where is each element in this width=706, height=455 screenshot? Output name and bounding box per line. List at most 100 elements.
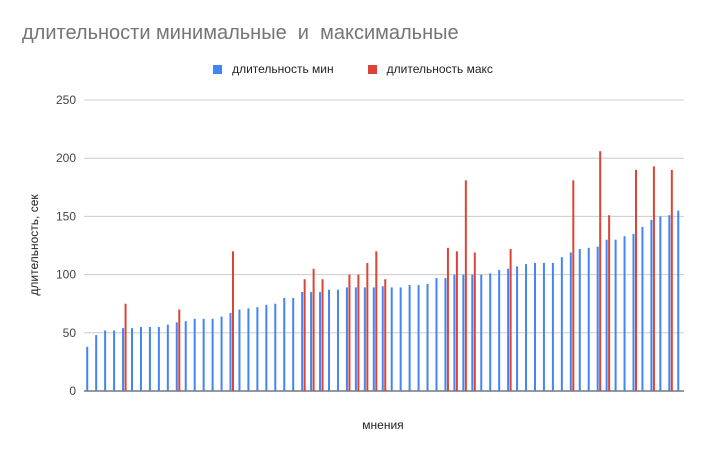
bar-min[interactable] <box>471 274 474 391</box>
bar-min[interactable] <box>525 264 528 391</box>
bar-max[interactable] <box>670 169 673 391</box>
bar-min[interactable] <box>354 287 357 391</box>
bar-min[interactable] <box>328 289 331 391</box>
bar-min[interactable] <box>596 246 599 391</box>
bar-min[interactable] <box>166 324 169 391</box>
bar-min[interactable] <box>659 216 662 391</box>
bar-min[interactable] <box>104 330 107 391</box>
bar-max[interactable] <box>635 169 637 391</box>
bar-min[interactable] <box>283 297 286 391</box>
bar-min[interactable] <box>292 297 295 391</box>
bar-min[interactable] <box>86 346 89 391</box>
bar-min[interactable] <box>489 273 492 391</box>
bar-min[interactable] <box>184 321 187 391</box>
bar-max[interactable] <box>509 248 512 391</box>
bar-min[interactable] <box>372 287 375 391</box>
bar-min[interactable] <box>157 326 160 391</box>
bar-min[interactable] <box>560 257 563 391</box>
bar-min[interactable] <box>301 292 304 391</box>
bar-min[interactable] <box>274 303 277 391</box>
bar-max[interactable] <box>348 274 351 391</box>
bar-min[interactable] <box>408 285 411 391</box>
bar-min[interactable] <box>113 330 116 391</box>
bar-max[interactable] <box>599 151 602 391</box>
bar-min[interactable] <box>310 292 313 391</box>
bar-min[interactable] <box>265 304 268 391</box>
bar-min[interactable] <box>453 274 456 391</box>
bar-min[interactable] <box>569 252 572 391</box>
y-tick-label: 150 <box>56 209 76 223</box>
bar-max[interactable] <box>178 309 181 391</box>
bar-min[interactable] <box>229 313 232 391</box>
bar-min[interactable] <box>399 287 402 391</box>
chart-legend: длительность мин длительность макс <box>0 62 706 76</box>
bar-min[interactable] <box>605 239 608 391</box>
bar-max[interactable] <box>455 251 458 391</box>
bar-min[interactable] <box>668 215 671 391</box>
bar-min[interactable] <box>417 285 420 391</box>
legend-label-min: длительность мин <box>232 62 334 76</box>
bar-min[interactable] <box>578 248 581 391</box>
bar-min[interactable] <box>175 322 178 391</box>
bar-max[interactable] <box>303 279 306 391</box>
bar-min[interactable] <box>435 278 438 391</box>
bar-max[interactable] <box>312 268 315 391</box>
bar-min[interactable] <box>238 309 241 391</box>
bar-min[interactable] <box>148 326 151 391</box>
bar-max[interactable] <box>321 279 324 391</box>
bar-max[interactable] <box>357 274 360 391</box>
bar-min[interactable] <box>139 326 142 391</box>
bar-max[interactable] <box>608 215 611 391</box>
bar-min[interactable] <box>677 210 680 391</box>
bar-min[interactable] <box>498 269 501 391</box>
y-tick-label: 0 <box>69 384 76 398</box>
bar-max[interactable] <box>446 247 449 391</box>
bar-min[interactable] <box>650 219 653 391</box>
bar-min[interactable] <box>363 287 366 391</box>
y-tick-label: 200 <box>56 151 76 165</box>
y-tick-label: 250 <box>56 93 76 107</box>
bar-min[interactable] <box>95 335 98 391</box>
bar-min[interactable] <box>390 287 393 391</box>
bar-min[interactable] <box>193 318 196 391</box>
bar-max[interactable] <box>366 262 369 391</box>
bar-max[interactable] <box>384 279 387 391</box>
bar-min[interactable] <box>202 318 205 391</box>
bar-min[interactable] <box>247 308 250 391</box>
bar-max[interactable] <box>652 166 655 391</box>
bar-min[interactable] <box>641 226 644 391</box>
x-axis-label: мнения <box>362 418 404 432</box>
bar-max[interactable] <box>464 180 467 391</box>
bar-min[interactable] <box>462 274 465 391</box>
bar-min[interactable] <box>587 247 590 391</box>
bar-min[interactable] <box>211 318 214 391</box>
bar-min[interactable] <box>131 328 133 391</box>
bar-min[interactable] <box>336 289 339 391</box>
bar-min[interactable] <box>122 328 125 391</box>
bar-min[interactable] <box>256 307 259 391</box>
bar-min[interactable] <box>551 262 554 391</box>
legend-item-max[interactable]: длительность макс <box>367 62 493 76</box>
bar-min[interactable] <box>319 292 322 391</box>
bar-min[interactable] <box>426 283 429 391</box>
bar-max[interactable] <box>473 252 476 391</box>
bar-max[interactable] <box>124 303 127 391</box>
bar-min[interactable] <box>381 286 384 391</box>
bar-min[interactable] <box>614 239 617 391</box>
bar-min[interactable] <box>623 236 626 391</box>
bar-min[interactable] <box>542 262 545 391</box>
bar-min[interactable] <box>480 274 483 391</box>
bar-min[interactable] <box>345 287 348 391</box>
bar-max[interactable] <box>572 180 575 391</box>
bar-min[interactable] <box>533 262 536 391</box>
bar-max[interactable] <box>232 251 235 391</box>
y-tick-label: 50 <box>63 326 77 340</box>
bar-min[interactable] <box>632 233 635 391</box>
bar-min[interactable] <box>516 266 519 391</box>
bar-min[interactable] <box>507 268 510 391</box>
bar-min[interactable] <box>444 278 447 391</box>
bar-max[interactable] <box>375 251 378 391</box>
legend-item-min[interactable]: длительность мин <box>213 62 334 76</box>
bar-min[interactable] <box>220 316 223 392</box>
